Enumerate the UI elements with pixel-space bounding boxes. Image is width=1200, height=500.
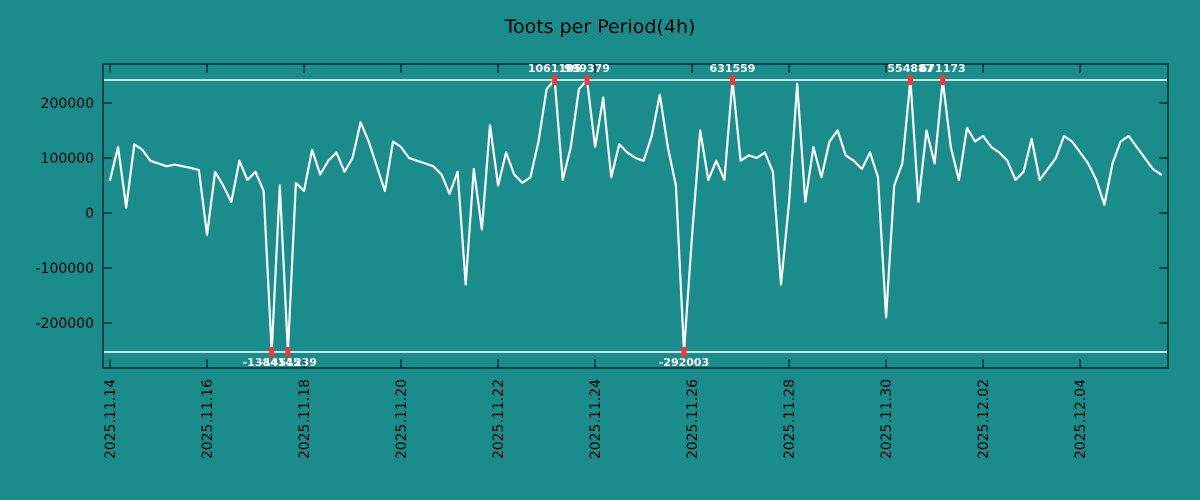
peak-label: 671173: [920, 62, 966, 75]
y-tick-label: 0: [85, 206, 94, 222]
peak-marker: [552, 75, 558, 85]
x-tick-label: 2025.11.24: [588, 379, 604, 459]
x-tick-label: 2025.11.16: [200, 379, 216, 459]
series: [108, 78, 1163, 354]
peak-label: 554887: [887, 62, 933, 75]
chart-title: Toots per Period(4h): [504, 16, 696, 38]
peak-label: -1451239: [259, 356, 317, 369]
x-tick-label: 2025.11.20: [394, 379, 410, 459]
y-tick-label: 200000: [41, 96, 94, 112]
x-tick-label: 2025.11.14: [103, 379, 119, 459]
peak-label: 999379: [564, 62, 610, 75]
peak-marker: [269, 347, 275, 357]
peak-marker: [730, 75, 736, 85]
x-tick-label: 2025.12.02: [976, 379, 992, 459]
peak-marker: [681, 347, 687, 357]
peak-marker: [285, 347, 291, 357]
clip-lines: [104, 79, 1167, 353]
x-tick-label: 2025.11.28: [782, 379, 798, 459]
y-tick-label: -200000: [36, 316, 95, 332]
y-tick-label: 100000: [41, 151, 94, 167]
x-tick-label: 2025.11.30: [879, 379, 895, 459]
x-tick-label: 2025.11.22: [491, 379, 507, 459]
y-tick-label: -100000: [36, 261, 95, 277]
x-tick-label: 2025.12.04: [1073, 379, 1089, 459]
series-line: [108, 78, 1163, 354]
peak-label: 1061105: [528, 62, 582, 75]
peak-label: -1384145: [243, 356, 301, 369]
plot-border: [102, 63, 1169, 369]
x-tick-label: 2025.11.26: [685, 379, 701, 459]
x-tick-label: 2025.11.18: [297, 379, 313, 459]
peak-marker: [940, 75, 946, 85]
axes: 200000 100000 0 -100000 -200000 2025.11.14 202…: [36, 63, 1169, 459]
peak-marker: [907, 75, 913, 85]
peak-label: 631559: [710, 62, 756, 75]
peak-marker: [584, 75, 590, 85]
peak-label: -292003: [659, 356, 710, 369]
